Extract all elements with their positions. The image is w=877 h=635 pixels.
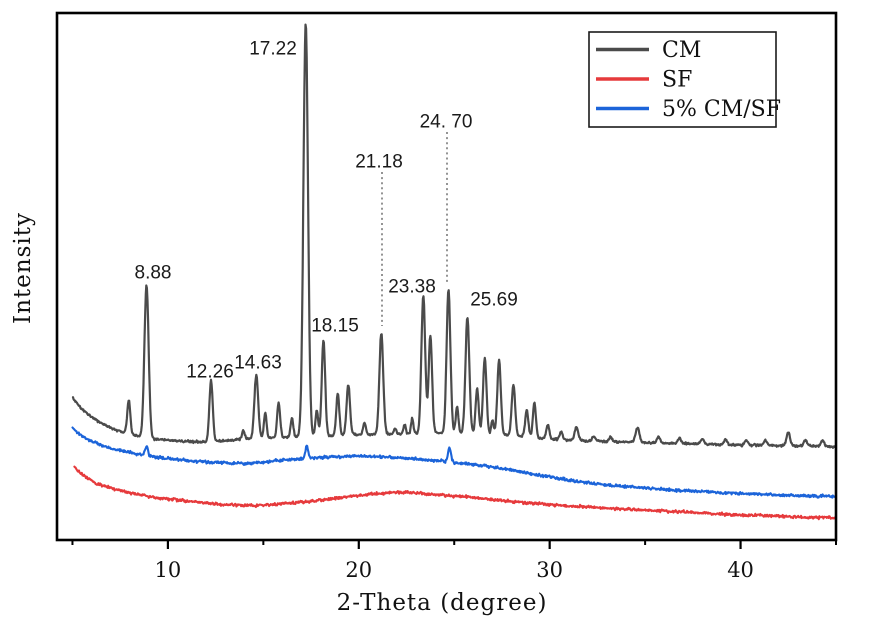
peak-label-21-18: 21.18 <box>355 152 403 173</box>
legend-label-cm: CM <box>662 38 701 63</box>
peak-label-17-22: 17.22 <box>249 39 297 60</box>
legend-label-sf: SF <box>662 68 692 93</box>
legend-label-5-cm-sf: 5% CM/SF <box>662 97 781 122</box>
peak-label-18-15: 18.15 <box>311 316 359 337</box>
x-tick-label-40: 40 <box>727 558 754 582</box>
y-axis-title: Intensity <box>10 212 36 324</box>
plot-frame <box>55 11 838 542</box>
x-axis-title: 2-Theta (degree) <box>337 590 548 616</box>
peak-label-8-88: 8.88 <box>135 263 172 284</box>
peak-label-23-38: 23.38 <box>388 277 436 298</box>
x-tick-label-30: 30 <box>536 558 563 582</box>
series-curve-5-cm-sf <box>71 426 837 499</box>
peak-label-12-26: 12.26 <box>186 362 234 383</box>
series-curve-sf <box>73 465 838 521</box>
series-curve-cm <box>71 23 837 449</box>
x-tick-label-20: 20 <box>345 558 372 582</box>
peak-label-14-63: 14.63 <box>234 353 282 374</box>
x-tick-label-10: 10 <box>155 558 182 582</box>
peak-label-24-70: 24. 70 <box>420 112 473 133</box>
peak-label-25-69: 25.69 <box>470 290 518 311</box>
